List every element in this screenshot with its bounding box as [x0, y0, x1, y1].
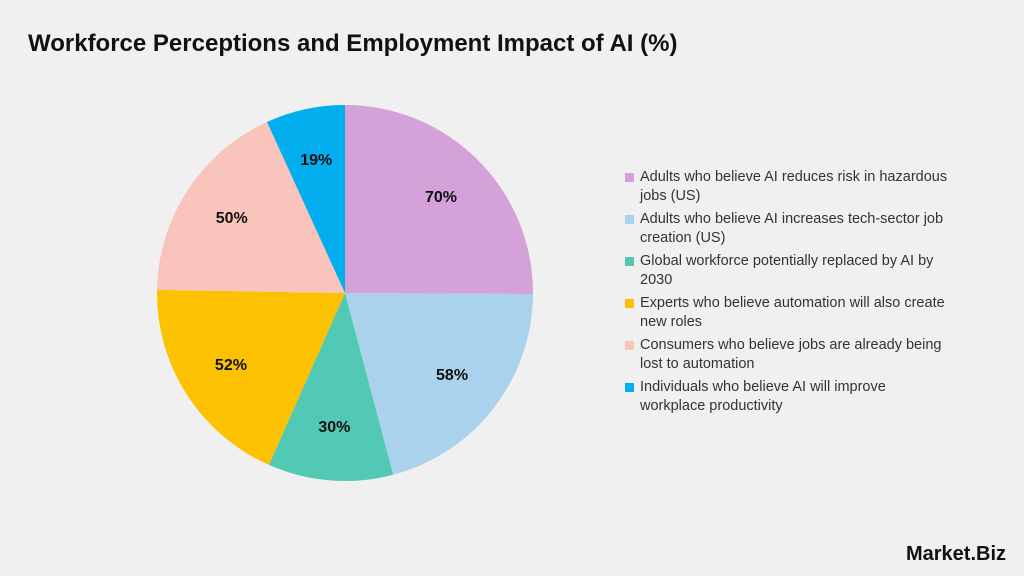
legend-item: Individuals who believe AI will improve … — [625, 378, 955, 420]
legend-item: Experts who believe automation will also… — [625, 294, 955, 336]
data-label: 30% — [318, 419, 350, 436]
data-label: 19% — [300, 152, 332, 169]
brand: Market.Biz — [905, 543, 1006, 565]
legend-item: Adults who believe AI reduces risk in ha… — [625, 168, 955, 210]
pie-slice — [268, 293, 394, 481]
legend-swatch — [625, 173, 634, 182]
legend-label: Consumers who believe jobs are already b… — [640, 337, 942, 372]
legend-label: Adults who believe AI reduces risk in ha… — [640, 169, 948, 204]
legend-label: Individuals who believe AI will improve … — [640, 379, 886, 414]
data-label: 52% — [215, 357, 247, 374]
legend: Adults who believe AI reduces risk in ha… — [625, 168, 955, 420]
pie-slice — [157, 289, 345, 465]
data-label: 70% — [425, 189, 457, 206]
legend-swatch — [625, 299, 634, 308]
legend-item: Consumers who believe jobs are already b… — [625, 336, 955, 378]
legend-swatch — [625, 215, 634, 224]
data-label: 58% — [436, 367, 468, 384]
legend-item: Adults who believe AI increases tech-sec… — [625, 210, 955, 252]
legend-swatch — [625, 383, 634, 392]
pie-slice — [157, 121, 345, 293]
pie-slice — [345, 293, 533, 475]
legend-swatch — [625, 257, 634, 266]
legend-label: Adults who believe AI increases tech-sec… — [640, 211, 944, 246]
legend-swatch — [625, 341, 634, 350]
legend-label: Global workforce potentially replaced by… — [640, 253, 934, 288]
chart-title: Workforce Perceptions and Employment Imp… — [28, 30, 678, 57]
legend-item: Global workforce potentially replaced by… — [625, 252, 955, 294]
data-label: 50% — [216, 210, 248, 227]
pie-slice — [266, 105, 345, 293]
pie-slice — [345, 105, 533, 295]
legend-label: Experts who believe automation will also… — [640, 295, 945, 330]
